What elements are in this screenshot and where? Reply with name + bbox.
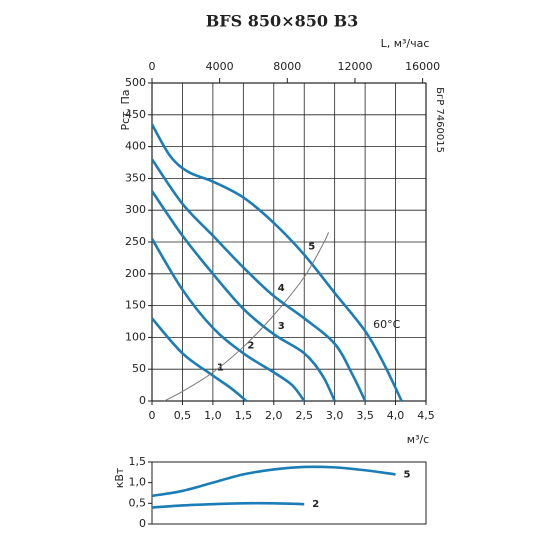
curve (150, 238, 306, 402)
x-tick-label: 3,0 (326, 409, 344, 422)
x2-tick-label: 4000 (206, 60, 234, 73)
x2-tick-label: 0 (149, 60, 156, 73)
y-tick-label: 0 (139, 394, 146, 407)
x-tick-label: 3,5 (356, 409, 374, 422)
chart-title: BFS 850×850 B3 (206, 12, 358, 31)
y-tick-label: 250 (125, 235, 146, 248)
curve (163, 232, 330, 402)
annotation: 60°C (373, 318, 400, 331)
curve (151, 501, 305, 509)
plot-frame (151, 461, 427, 525)
side-text: БгР 7460015 (434, 87, 445, 153)
x-tick-label: 2,5 (295, 409, 313, 422)
y-tick-label: 450 (125, 108, 146, 121)
y-tick-label: 100 (125, 330, 146, 343)
x2-tick-label: 12000 (337, 60, 372, 73)
x-tick-label: 1,5 (235, 409, 253, 422)
y-tick-label: 150 (125, 299, 146, 312)
x-tick-label: 1,0 (204, 409, 222, 422)
y-tick-label: 300 (125, 203, 146, 216)
y-tick-label: 1,5 (129, 455, 147, 468)
curve (150, 158, 367, 402)
x2-tick-label: 8000 (273, 60, 301, 73)
y-tick-label: 400 (125, 140, 146, 153)
curve (151, 465, 396, 498)
x2-tick-label: 16000 (405, 60, 440, 73)
x-tick-label: 4,5 (417, 409, 435, 422)
x-tick-label: 2,0 (265, 409, 283, 422)
x-tick-label: 4,0 (387, 409, 405, 422)
curve (151, 317, 248, 402)
y-tick-label: 0 (139, 517, 146, 530)
x-tick-label: 0 (149, 409, 156, 422)
curve-label: 2 (312, 499, 319, 510)
y-axis-label: кВт (113, 467, 126, 488)
x-tick-label: 0,5 (174, 409, 192, 422)
x-axis-label: м³/с (407, 433, 429, 446)
curve (150, 123, 403, 402)
curve-label: 2 (247, 340, 254, 351)
curve-label: 5 (404, 469, 411, 480)
curve (150, 190, 336, 402)
curve-label: 3 (278, 321, 285, 332)
y-tick-label: 50 (132, 362, 146, 375)
x2-axis-label: L, м³/час (381, 37, 430, 50)
y-tick-label: 0,5 (129, 496, 147, 509)
y-tick-label: 500 (125, 76, 146, 89)
curve-label: 4 (278, 283, 285, 294)
curve-label: 5 (308, 242, 315, 253)
y-axis-label: Рст, Па (119, 89, 132, 130)
curve-label: 1 (217, 363, 224, 374)
y-tick-label: 1,0 (129, 476, 147, 489)
y-tick-label: 350 (125, 171, 146, 184)
y-tick-label: 200 (125, 267, 146, 280)
